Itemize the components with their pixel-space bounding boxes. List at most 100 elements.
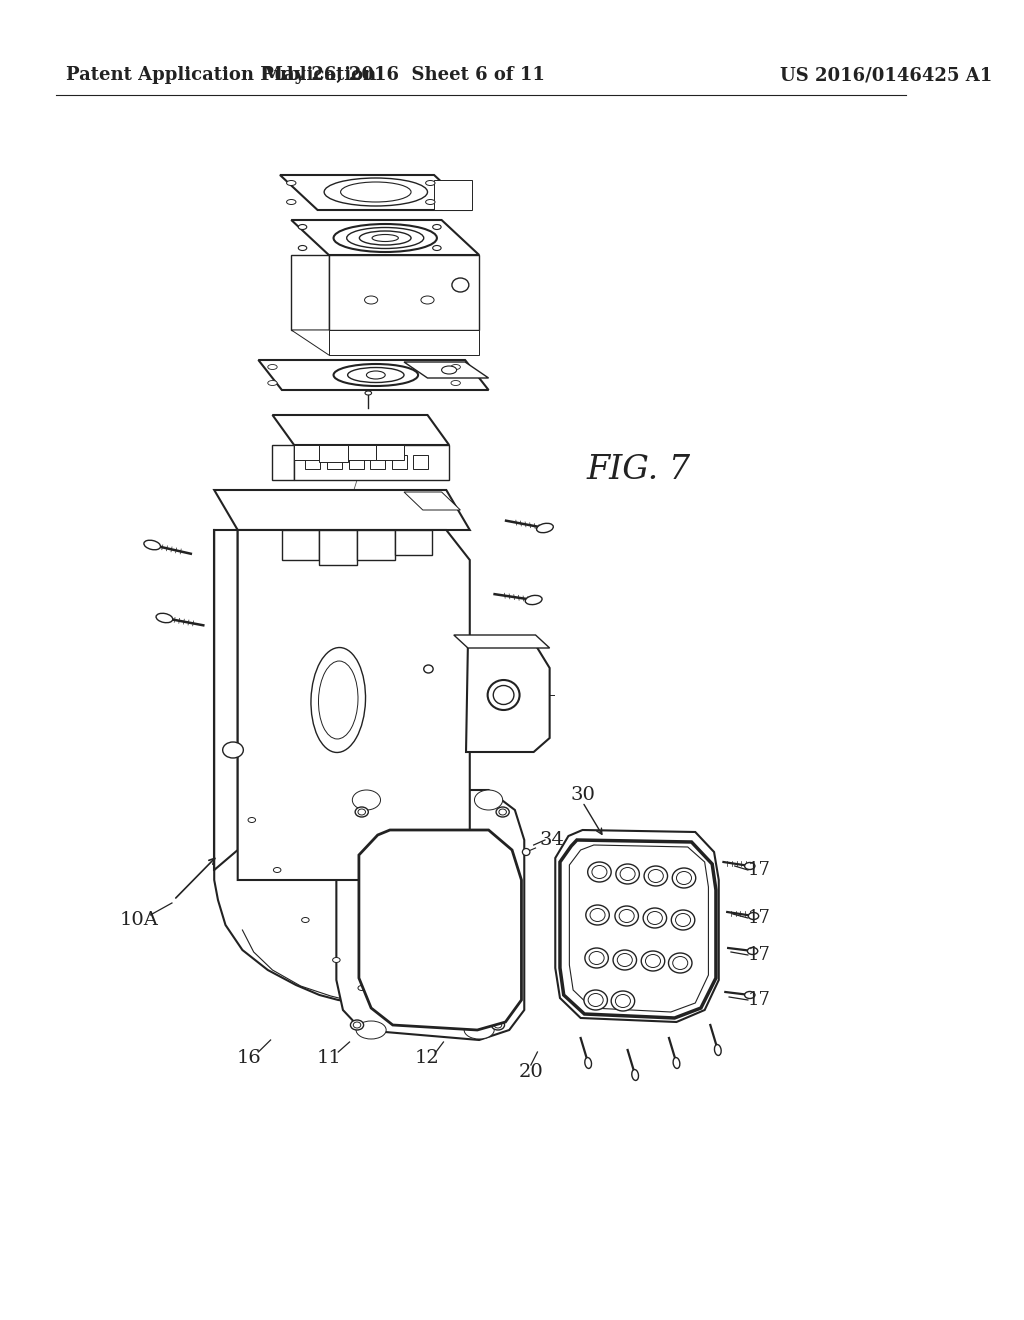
Ellipse shape [356, 1020, 386, 1039]
Ellipse shape [585, 1057, 592, 1068]
Polygon shape [319, 445, 347, 462]
Ellipse shape [641, 950, 665, 972]
Ellipse shape [474, 789, 503, 810]
Ellipse shape [352, 789, 381, 810]
Ellipse shape [298, 246, 307, 251]
Ellipse shape [487, 680, 519, 710]
Ellipse shape [621, 867, 635, 880]
Polygon shape [376, 445, 404, 459]
Ellipse shape [425, 892, 430, 898]
Ellipse shape [409, 968, 418, 975]
Ellipse shape [669, 953, 692, 973]
Ellipse shape [645, 954, 660, 968]
Ellipse shape [318, 661, 358, 739]
Ellipse shape [537, 523, 553, 533]
Text: May 26, 2016  Sheet 6 of 11: May 26, 2016 Sheet 6 of 11 [263, 66, 545, 84]
Ellipse shape [465, 874, 474, 882]
Text: 11: 11 [316, 1049, 341, 1067]
Ellipse shape [522, 849, 529, 855]
Polygon shape [394, 531, 432, 554]
Ellipse shape [744, 991, 755, 998]
Ellipse shape [353, 1022, 360, 1028]
Bar [414, 455, 428, 469]
Ellipse shape [437, 874, 446, 882]
Polygon shape [272, 445, 294, 480]
Polygon shape [329, 255, 479, 330]
Ellipse shape [433, 224, 441, 230]
Ellipse shape [409, 906, 418, 913]
Ellipse shape [451, 364, 461, 370]
Ellipse shape [496, 807, 509, 817]
Ellipse shape [611, 991, 635, 1011]
Ellipse shape [744, 862, 755, 870]
Text: 17: 17 [748, 861, 771, 879]
Ellipse shape [648, 870, 664, 883]
Ellipse shape [333, 957, 340, 962]
Text: Patent Application Publication: Patent Application Publication [66, 66, 376, 84]
Ellipse shape [643, 908, 667, 928]
Ellipse shape [585, 948, 608, 968]
Ellipse shape [287, 199, 296, 205]
Ellipse shape [437, 936, 446, 944]
Text: 17: 17 [748, 909, 771, 927]
Ellipse shape [441, 366, 457, 374]
Ellipse shape [749, 912, 759, 920]
Polygon shape [214, 490, 470, 531]
Ellipse shape [222, 742, 244, 758]
Ellipse shape [494, 685, 514, 705]
Ellipse shape [381, 906, 390, 913]
Bar [348, 455, 364, 469]
Ellipse shape [465, 906, 474, 913]
Ellipse shape [144, 540, 161, 550]
Ellipse shape [673, 1057, 680, 1068]
Ellipse shape [632, 1069, 639, 1081]
Ellipse shape [355, 807, 369, 817]
Ellipse shape [359, 231, 411, 246]
Ellipse shape [584, 990, 607, 1010]
Bar [305, 455, 321, 469]
Ellipse shape [437, 843, 446, 851]
Ellipse shape [673, 957, 688, 969]
Polygon shape [454, 635, 550, 648]
Ellipse shape [715, 1044, 721, 1056]
Polygon shape [280, 176, 472, 210]
Text: 34: 34 [539, 832, 564, 849]
Polygon shape [329, 330, 479, 355]
Ellipse shape [433, 246, 441, 251]
Ellipse shape [615, 906, 638, 927]
Polygon shape [319, 531, 357, 565]
Polygon shape [291, 330, 367, 355]
Ellipse shape [525, 595, 542, 605]
Ellipse shape [586, 906, 609, 925]
Ellipse shape [424, 665, 433, 673]
Ellipse shape [302, 917, 309, 923]
Polygon shape [291, 255, 329, 330]
Ellipse shape [613, 950, 637, 970]
Ellipse shape [347, 367, 404, 383]
Bar [327, 455, 342, 469]
Ellipse shape [409, 874, 418, 882]
Ellipse shape [409, 936, 418, 944]
Ellipse shape [437, 968, 446, 975]
Text: 12: 12 [415, 1049, 440, 1067]
Ellipse shape [325, 178, 427, 206]
Text: 20: 20 [518, 1063, 543, 1081]
Ellipse shape [267, 380, 278, 385]
Text: 17: 17 [748, 991, 771, 1008]
Polygon shape [238, 531, 470, 880]
Ellipse shape [588, 862, 611, 882]
Ellipse shape [421, 296, 434, 304]
Ellipse shape [311, 648, 366, 752]
Polygon shape [336, 789, 524, 1040]
Text: 17: 17 [748, 946, 771, 964]
Polygon shape [358, 830, 521, 1030]
Ellipse shape [287, 181, 296, 186]
Ellipse shape [495, 1022, 502, 1028]
Polygon shape [434, 180, 472, 210]
Ellipse shape [426, 199, 435, 205]
Ellipse shape [592, 866, 607, 879]
Ellipse shape [615, 865, 639, 884]
Ellipse shape [273, 867, 281, 873]
Polygon shape [258, 360, 488, 389]
Ellipse shape [464, 1020, 495, 1039]
